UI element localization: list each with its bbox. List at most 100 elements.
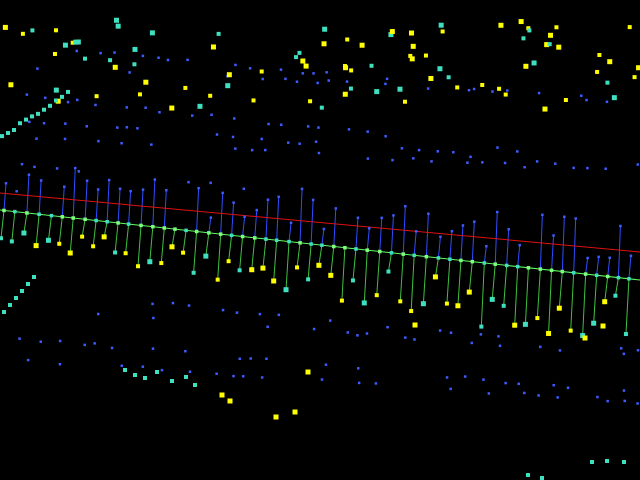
stem-point <box>455 303 461 309</box>
blue-point <box>248 67 252 70</box>
blue-point <box>430 160 433 163</box>
green-stem <box>251 237 256 270</box>
blue-point <box>144 106 147 109</box>
axis-point <box>287 239 291 244</box>
blue-point <box>165 188 168 192</box>
blue-point <box>277 195 280 199</box>
blue-point <box>265 357 268 361</box>
blue-point <box>157 56 160 59</box>
blue-point <box>413 338 416 341</box>
blue-point <box>312 72 315 75</box>
green-stem <box>47 215 52 241</box>
cyan-point <box>14 296 18 300</box>
blue-point <box>496 146 499 149</box>
blue-point <box>186 58 189 62</box>
blue-stem <box>128 191 132 225</box>
blue-stem <box>3 183 7 211</box>
cyan-point <box>590 460 594 464</box>
blue-point <box>295 80 299 83</box>
cyan-point <box>8 303 12 307</box>
blue-point <box>184 349 187 353</box>
blue-point <box>629 254 633 258</box>
stem-point <box>328 272 334 278</box>
blue-point <box>485 244 488 248</box>
blue-point <box>481 161 484 164</box>
blue-point <box>412 157 415 160</box>
green-stem <box>23 212 28 234</box>
stem-point <box>501 303 506 308</box>
blue-point <box>188 370 192 373</box>
blue-stem <box>506 229 510 266</box>
blue-point <box>235 311 239 314</box>
axis-point <box>515 264 520 269</box>
blue-point <box>467 88 471 92</box>
upper-point <box>369 63 374 68</box>
upper-point <box>20 31 25 36</box>
upper-point <box>132 46 138 52</box>
blue-point <box>113 51 116 54</box>
stem-point <box>420 301 426 307</box>
blue-point <box>250 148 254 152</box>
upper-point <box>607 59 613 65</box>
green-stem <box>228 235 233 262</box>
cyan-point <box>48 103 52 108</box>
blue-stem <box>333 208 337 247</box>
blue-point <box>25 93 29 96</box>
axis-point <box>218 232 223 236</box>
blue-point <box>580 94 583 97</box>
axis-point <box>83 217 87 222</box>
green-stem <box>352 248 357 281</box>
green-stem <box>548 270 553 334</box>
stem-point <box>237 268 242 273</box>
blue-point <box>210 113 213 117</box>
stem-point <box>33 243 39 249</box>
blue-point <box>85 125 89 128</box>
blue-point <box>96 188 100 191</box>
blue-point <box>473 220 476 223</box>
blue-point <box>452 150 455 154</box>
upper-point <box>388 32 394 38</box>
blue-point <box>94 103 97 107</box>
yellow-point <box>273 414 279 420</box>
upper-point <box>437 66 443 72</box>
axis-point <box>184 228 188 233</box>
blue-point <box>495 210 499 214</box>
blue-point <box>258 312 262 316</box>
blue-point <box>472 87 476 91</box>
blue-stem <box>61 186 65 217</box>
blue-point <box>110 346 114 350</box>
axis-point <box>253 236 257 240</box>
green-stem <box>318 245 323 266</box>
blue-point <box>498 344 502 348</box>
blue-point <box>608 256 611 260</box>
stem-point <box>123 251 128 256</box>
cyan-point <box>30 114 34 119</box>
upper-point <box>210 44 216 50</box>
blue-point <box>301 72 305 75</box>
axis-point <box>459 258 463 263</box>
axis-point <box>37 212 41 217</box>
axis-point <box>389 251 394 255</box>
upper-point <box>595 69 600 74</box>
axis-point <box>354 247 358 251</box>
cyan-point <box>2 310 6 314</box>
axis-point <box>616 275 621 280</box>
blue-point <box>136 127 139 130</box>
blue-point <box>284 77 287 81</box>
blue-point <box>558 349 562 352</box>
blue-point <box>317 126 320 129</box>
blue-point <box>63 185 66 188</box>
blue-point <box>541 213 544 217</box>
upper-point <box>112 64 118 70</box>
blue-point <box>306 125 310 128</box>
blue-point <box>482 378 485 381</box>
stem-point <box>361 300 367 306</box>
upper-point <box>137 92 142 97</box>
stem-point <box>535 316 540 321</box>
green-stem <box>81 219 86 237</box>
upper-point <box>8 82 14 88</box>
blue-point <box>523 391 526 395</box>
stem-point <box>80 234 85 239</box>
blue-point <box>242 187 246 191</box>
